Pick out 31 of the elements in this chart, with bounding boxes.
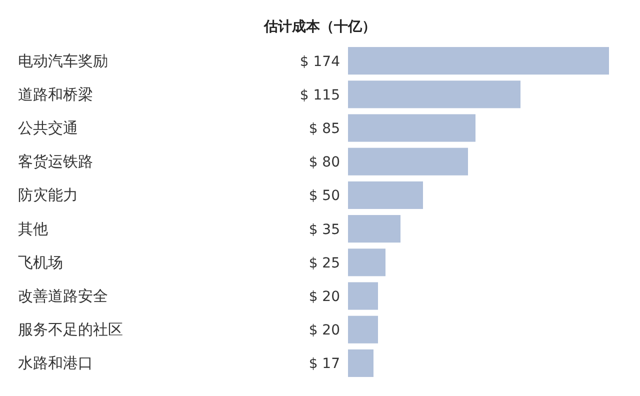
y-tick-label: 飞机场 [18, 253, 63, 272]
data-label: $ 35 [308, 222, 340, 238]
y-tick-label: 改善道路安全 [18, 287, 108, 305]
bar [348, 316, 378, 344]
data-label: $ 17 [308, 356, 340, 372]
data-label: $ 80 [308, 154, 340, 171]
bar [348, 47, 609, 75]
bar [348, 349, 374, 377]
bar [348, 215, 400, 243]
y-tick-label: 其他 [18, 220, 48, 238]
y-tick-label: 防灾能力 [18, 186, 78, 204]
chart-title: 估计成本（十亿） [263, 19, 376, 35]
data-label: $ 174 [300, 54, 340, 70]
data-label: $ 25 [308, 255, 340, 272]
y-tick-label: 水路和港口 [18, 354, 93, 372]
data-label: $ 20 [308, 322, 340, 339]
bar [348, 80, 520, 108]
y-tick-label: 客货运铁路 [18, 152, 93, 171]
y-tick-label: 服务不足的社区 [18, 320, 123, 339]
bar [348, 282, 378, 310]
data-label: $ 85 [308, 121, 340, 137]
y-tick-label: 道路和桥梁 [18, 85, 93, 104]
data-label: $ 50 [308, 188, 340, 204]
bar [348, 148, 468, 176]
y-tick-label: 电动汽车奖励 [18, 52, 108, 70]
data-label: $ 20 [308, 289, 340, 305]
bar [348, 248, 386, 276]
bar [348, 181, 423, 209]
data-label: $ 115 [300, 87, 340, 104]
y-tick-label: 公共交通 [18, 119, 78, 137]
bar [348, 114, 476, 142]
